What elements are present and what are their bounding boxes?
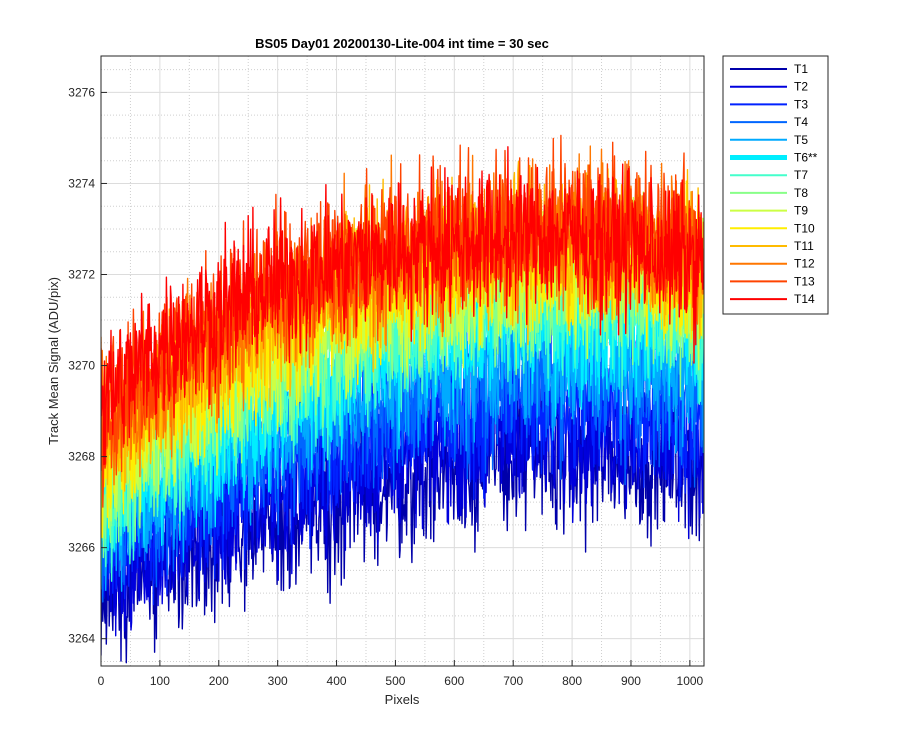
x-tick-label: 600: [444, 674, 464, 688]
legend: T1 T2 T3 T4 T5 T6** T7 T8 T9 T10 T11 T12 T13 T14: [722, 55, 829, 315]
legend-label-t9: T9: [794, 204, 808, 218]
y-axis-label: Track Mean Signal (ADU/pix): [46, 277, 61, 445]
legend-box: [722, 55, 829, 315]
x-tick-label: 300: [268, 674, 288, 688]
legend-label-t1: T1: [794, 62, 808, 76]
x-tick-label: 500: [385, 674, 405, 688]
plot-frame: [100, 55, 705, 667]
x-tick-label: 0: [98, 674, 105, 688]
x-axis: 0 100 200 300 400 500 600 700 800 900 1000: [98, 660, 704, 688]
y-tick-label: 3264: [68, 632, 95, 646]
legend-label-t12: T12: [794, 257, 815, 271]
x-tick-label: 1000: [677, 674, 704, 688]
legend-label-t10: T10: [794, 221, 815, 235]
x-tick-label: 800: [562, 674, 582, 688]
legend-label-t6: T6**: [794, 151, 818, 165]
y-tick-label: 3274: [68, 176, 95, 190]
legend-label-t4: T4: [794, 115, 808, 129]
x-tick-label: 900: [621, 674, 641, 688]
chart-title: BS05 Day01 20200130-Lite-004 int time = …: [255, 36, 549, 51]
y-tick-label: 3268: [68, 450, 95, 464]
y-tick-label: 3270: [68, 359, 95, 373]
legend-label-t11: T11: [794, 239, 814, 253]
series-line-t14: [101, 146, 704, 466]
legend-label-t3: T3: [794, 97, 808, 111]
legend-label-t14: T14: [794, 292, 815, 306]
y-tick-label: 3276: [68, 85, 95, 99]
y-tick-label: 3266: [68, 541, 95, 555]
legend-label-t7: T7: [794, 168, 808, 182]
legend-label-t8: T8: [794, 186, 808, 200]
legend-label-t2: T2: [794, 80, 808, 94]
x-tick-label: 400: [327, 674, 347, 688]
y-tick-label: 3272: [68, 268, 95, 282]
x-tick-label: 700: [503, 674, 523, 688]
y-axis: 3264 3266 3268 3270 3272 3274 3276: [68, 85, 107, 646]
x-axis-label: Pixels: [385, 692, 420, 707]
legend-label-t13: T13: [794, 274, 815, 288]
x-tick-label: 200: [209, 674, 229, 688]
x-tick-label: 100: [150, 674, 170, 688]
series-lines: [101, 134, 704, 664]
legend-label-t5: T5: [794, 133, 808, 147]
